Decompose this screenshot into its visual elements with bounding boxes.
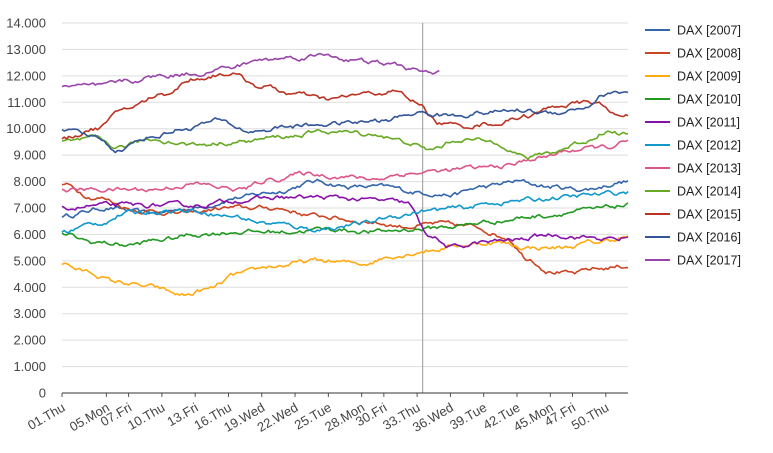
legend-item[interactable]: DAX [2011] — [645, 116, 740, 130]
gridlines — [62, 22, 628, 368]
legend-label: DAX [2015] — [677, 208, 741, 222]
series-line-dax2010 — [61, 202, 629, 247]
legend-item[interactable]: DAX [2012] — [645, 139, 741, 153]
series-line-dax2012 — [61, 189, 629, 234]
series-lines — [61, 52, 629, 297]
legend-label: DAX [2017] — [677, 254, 741, 268]
series-line-dax2014 — [61, 128, 629, 160]
legend-item[interactable]: DAX [2008] — [645, 47, 741, 61]
legend-item[interactable]: DAX [2014] — [645, 185, 741, 199]
legend[interactable]: DAX [2007] DAX [2008] DAX [2009] DAX [2010]… — [645, 24, 741, 268]
x-axis-tick-labels: 01.Thu 05.Mon07.Fri10.Thu13.Fri16.Thu19.W… — [25, 393, 611, 435]
series-line-dax2013 — [61, 139, 629, 193]
legend-label: DAX [2010] — [677, 93, 741, 107]
series-line-dax2008 — [61, 182, 629, 275]
x-tick-label: 39.Tue — [447, 400, 489, 433]
legend-item[interactable]: DAX [2013] — [645, 162, 741, 176]
y-tick-label: 9.000 — [13, 148, 46, 163]
y-tick-label: 6.000 — [13, 227, 46, 242]
legend-item[interactable]: DAX [2009] — [645, 70, 741, 84]
legend-label: DAX [2011] — [677, 116, 740, 130]
legend-item[interactable]: DAX [2017] — [645, 254, 741, 268]
series-line-dax2017 — [61, 52, 440, 88]
y-axis-tick-labels: 0 1.000 2.000 3.000 4.000 5.000 6.000 7.000 8.00… — [6, 16, 46, 401]
legend-label: DAX [2012] — [677, 139, 741, 153]
x-tick-label: 10.Thu — [125, 400, 168, 433]
y-tick-label: 12.000 — [6, 68, 46, 83]
x-tick-label: 01.Thu — [25, 400, 68, 433]
y-tick-label: 13.000 — [6, 42, 46, 57]
legend-label: DAX [2016] — [677, 231, 741, 245]
y-tick-label: 10.000 — [6, 121, 46, 136]
y-tick-label: 3.000 — [13, 306, 46, 321]
legend-label: DAX [2008] — [677, 47, 741, 61]
y-tick-label: 1.000 — [13, 359, 46, 374]
legend-item[interactable]: DAX [2007] — [645, 24, 741, 38]
series-line-dax2015 — [61, 72, 629, 140]
y-tick-label: 14.000 — [6, 16, 46, 31]
y-tick-label: 7.000 — [13, 201, 46, 216]
legend-label: DAX [2007] — [677, 24, 741, 38]
series-line-dax2009 — [61, 235, 629, 297]
series-line-dax2016 — [61, 90, 629, 154]
y-tick-label: 11.000 — [7, 95, 46, 110]
legend-item[interactable]: DAX [2010] — [645, 93, 741, 107]
y-tick-label: 2.000 — [13, 333, 46, 348]
series-line-dax2011 — [61, 194, 629, 249]
y-tick-label: 8.000 — [13, 174, 46, 189]
legend-label: DAX [2014] — [677, 185, 741, 199]
x-tick-label: 50.Thu — [569, 400, 612, 433]
y-tick-label: 5.000 — [13, 253, 46, 268]
legend-item[interactable]: DAX [2015] — [645, 208, 741, 222]
y-tick-label: 4.000 — [13, 280, 46, 295]
legend-item[interactable]: DAX [2016] — [645, 231, 741, 245]
y-tick-label: 0 — [39, 386, 46, 401]
legend-label: DAX [2009] — [677, 70, 741, 84]
legend-label: DAX [2013] — [677, 162, 741, 176]
